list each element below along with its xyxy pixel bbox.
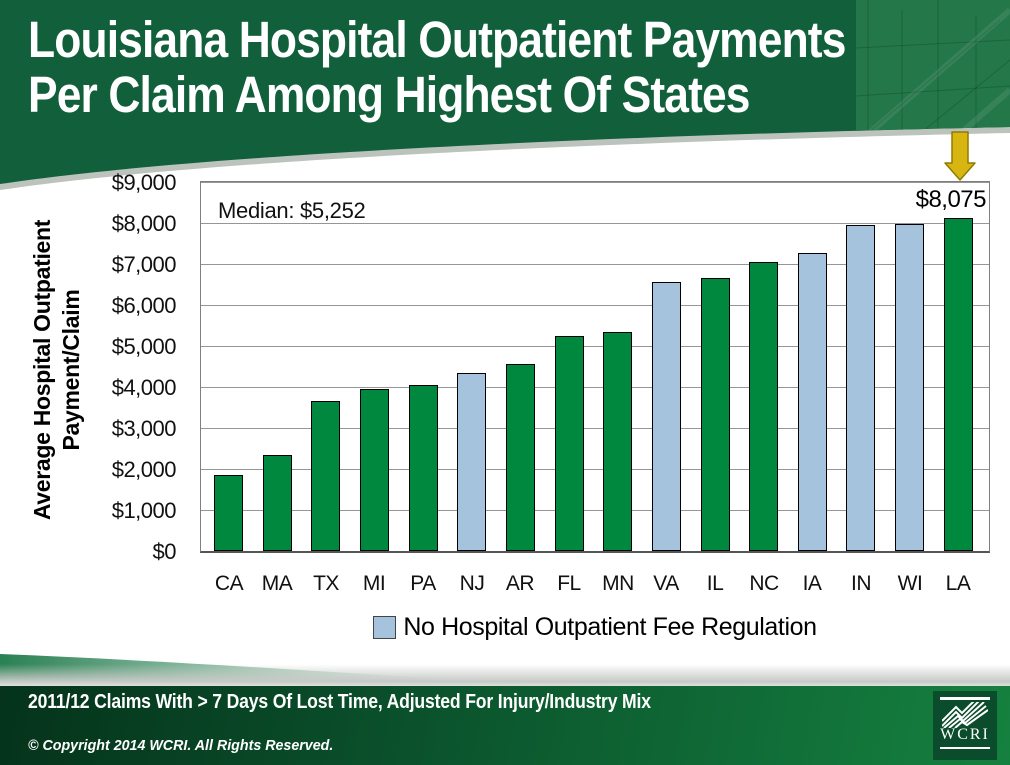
- x-axis-label-LA: LA: [945, 572, 971, 595]
- bar-IN: [846, 225, 875, 551]
- x-axis-label-TX: TX: [313, 572, 339, 595]
- max-value-label: $8,075: [915, 186, 987, 213]
- bar-LA: [944, 218, 973, 551]
- bar-AR: [506, 364, 535, 551]
- bar-IA: [798, 253, 827, 551]
- footnote: 2011/12 Claims With > 7 Days Of Lost Tim…: [28, 691, 651, 713]
- logo-text: WCRI: [940, 726, 990, 743]
- copyright: © Copyright 2014 WCRI. All Rights Reserv…: [28, 737, 334, 754]
- x-axis-label-WI: WI: [897, 572, 923, 595]
- slide-title-line1: Louisiana Hospital Outpatient Payments: [28, 11, 846, 68]
- median-annotation: Median: $5,252: [218, 198, 366, 223]
- header-banner: [0, 0, 1010, 190]
- slide-title: Louisiana Hospital Outpatient Payments P…: [28, 12, 846, 122]
- x-axis-label-IN: IN: [851, 572, 872, 595]
- x-axis-label-FL: FL: [557, 572, 581, 595]
- down-arrow-icon: [944, 131, 976, 181]
- y-tick-label: $9,000: [111, 170, 177, 195]
- y-tick-label: $4,000: [111, 375, 177, 400]
- x-axis-label-MI: MI: [362, 572, 386, 595]
- bar-CA: [214, 475, 243, 551]
- y-tick-label: $6,000: [111, 293, 177, 318]
- x-axis-label-PA: PA: [410, 572, 436, 595]
- y-tick-label: $5,000: [111, 334, 177, 359]
- y-tick-label: $7,000: [111, 252, 177, 277]
- bar-IL: [701, 278, 730, 551]
- x-axis-label-CA: CA: [214, 572, 244, 595]
- y-tick-label: $1,000: [111, 498, 177, 523]
- legend: No Hospital Outpatient Fee Regulation: [201, 613, 989, 642]
- bar-VA: [652, 282, 681, 551]
- bar-MI: [360, 389, 389, 551]
- y-tick-label: $2,000: [111, 457, 177, 482]
- y-tick-label: $0: [152, 539, 177, 564]
- wcri-logo-mark: [942, 702, 988, 728]
- x-axis-labels: CA MA TX MI PA NJ AR FL MN VA IL NC IA IN WI LA: [201, 572, 989, 598]
- x-axis-label-NC: NC: [749, 572, 779, 595]
- bar-NJ: [457, 373, 486, 551]
- plot-area: Median: $5,252: [200, 181, 990, 553]
- y-axis-ticks: $9,000 $8,000 $7,000 $6,000 $5,000 $4,000 $3,0…: [56, 170, 177, 566]
- bar-MA: [263, 455, 292, 551]
- logo-rule-bottom: [940, 747, 990, 749]
- wcri-logo: WCRI: [933, 691, 997, 760]
- bar-NC: [749, 262, 778, 551]
- header-background: [0, 0, 1010, 184]
- bar-WI: [895, 224, 924, 551]
- footer-shadow-strip: [0, 664, 1010, 686]
- x-axis-label-AR: AR: [505, 572, 535, 595]
- x-axis-label-MN: MN: [602, 572, 634, 595]
- legend-label: No Hospital Outpatient Fee Regulation: [403, 613, 817, 641]
- bar-TX: [311, 401, 340, 551]
- slide-title-line2: Per Claim Among Highest Of States: [28, 66, 750, 123]
- y-axis-title-line1: Average Hospital Outpatient: [29, 219, 55, 521]
- x-axis-label-NJ: NJ: [459, 572, 485, 595]
- x-axis-label-IA: IA: [802, 572, 822, 595]
- bar-FL: [555, 336, 584, 551]
- bar-MN: [603, 332, 632, 551]
- footer: 2011/12 Claims With > 7 Days Of Lost Tim…: [0, 686, 1010, 765]
- logo-rule-top: [940, 697, 990, 700]
- x-axis-label-MA: MA: [261, 572, 293, 595]
- y-tick-label: $3,000: [111, 416, 177, 441]
- bar-PA: [409, 385, 438, 551]
- x-axis-label-VA: VA: [653, 572, 679, 595]
- legend-swatch: [373, 616, 397, 639]
- y-tick-label: $8,000: [111, 211, 177, 236]
- x-axis-label-IL: IL: [706, 572, 724, 595]
